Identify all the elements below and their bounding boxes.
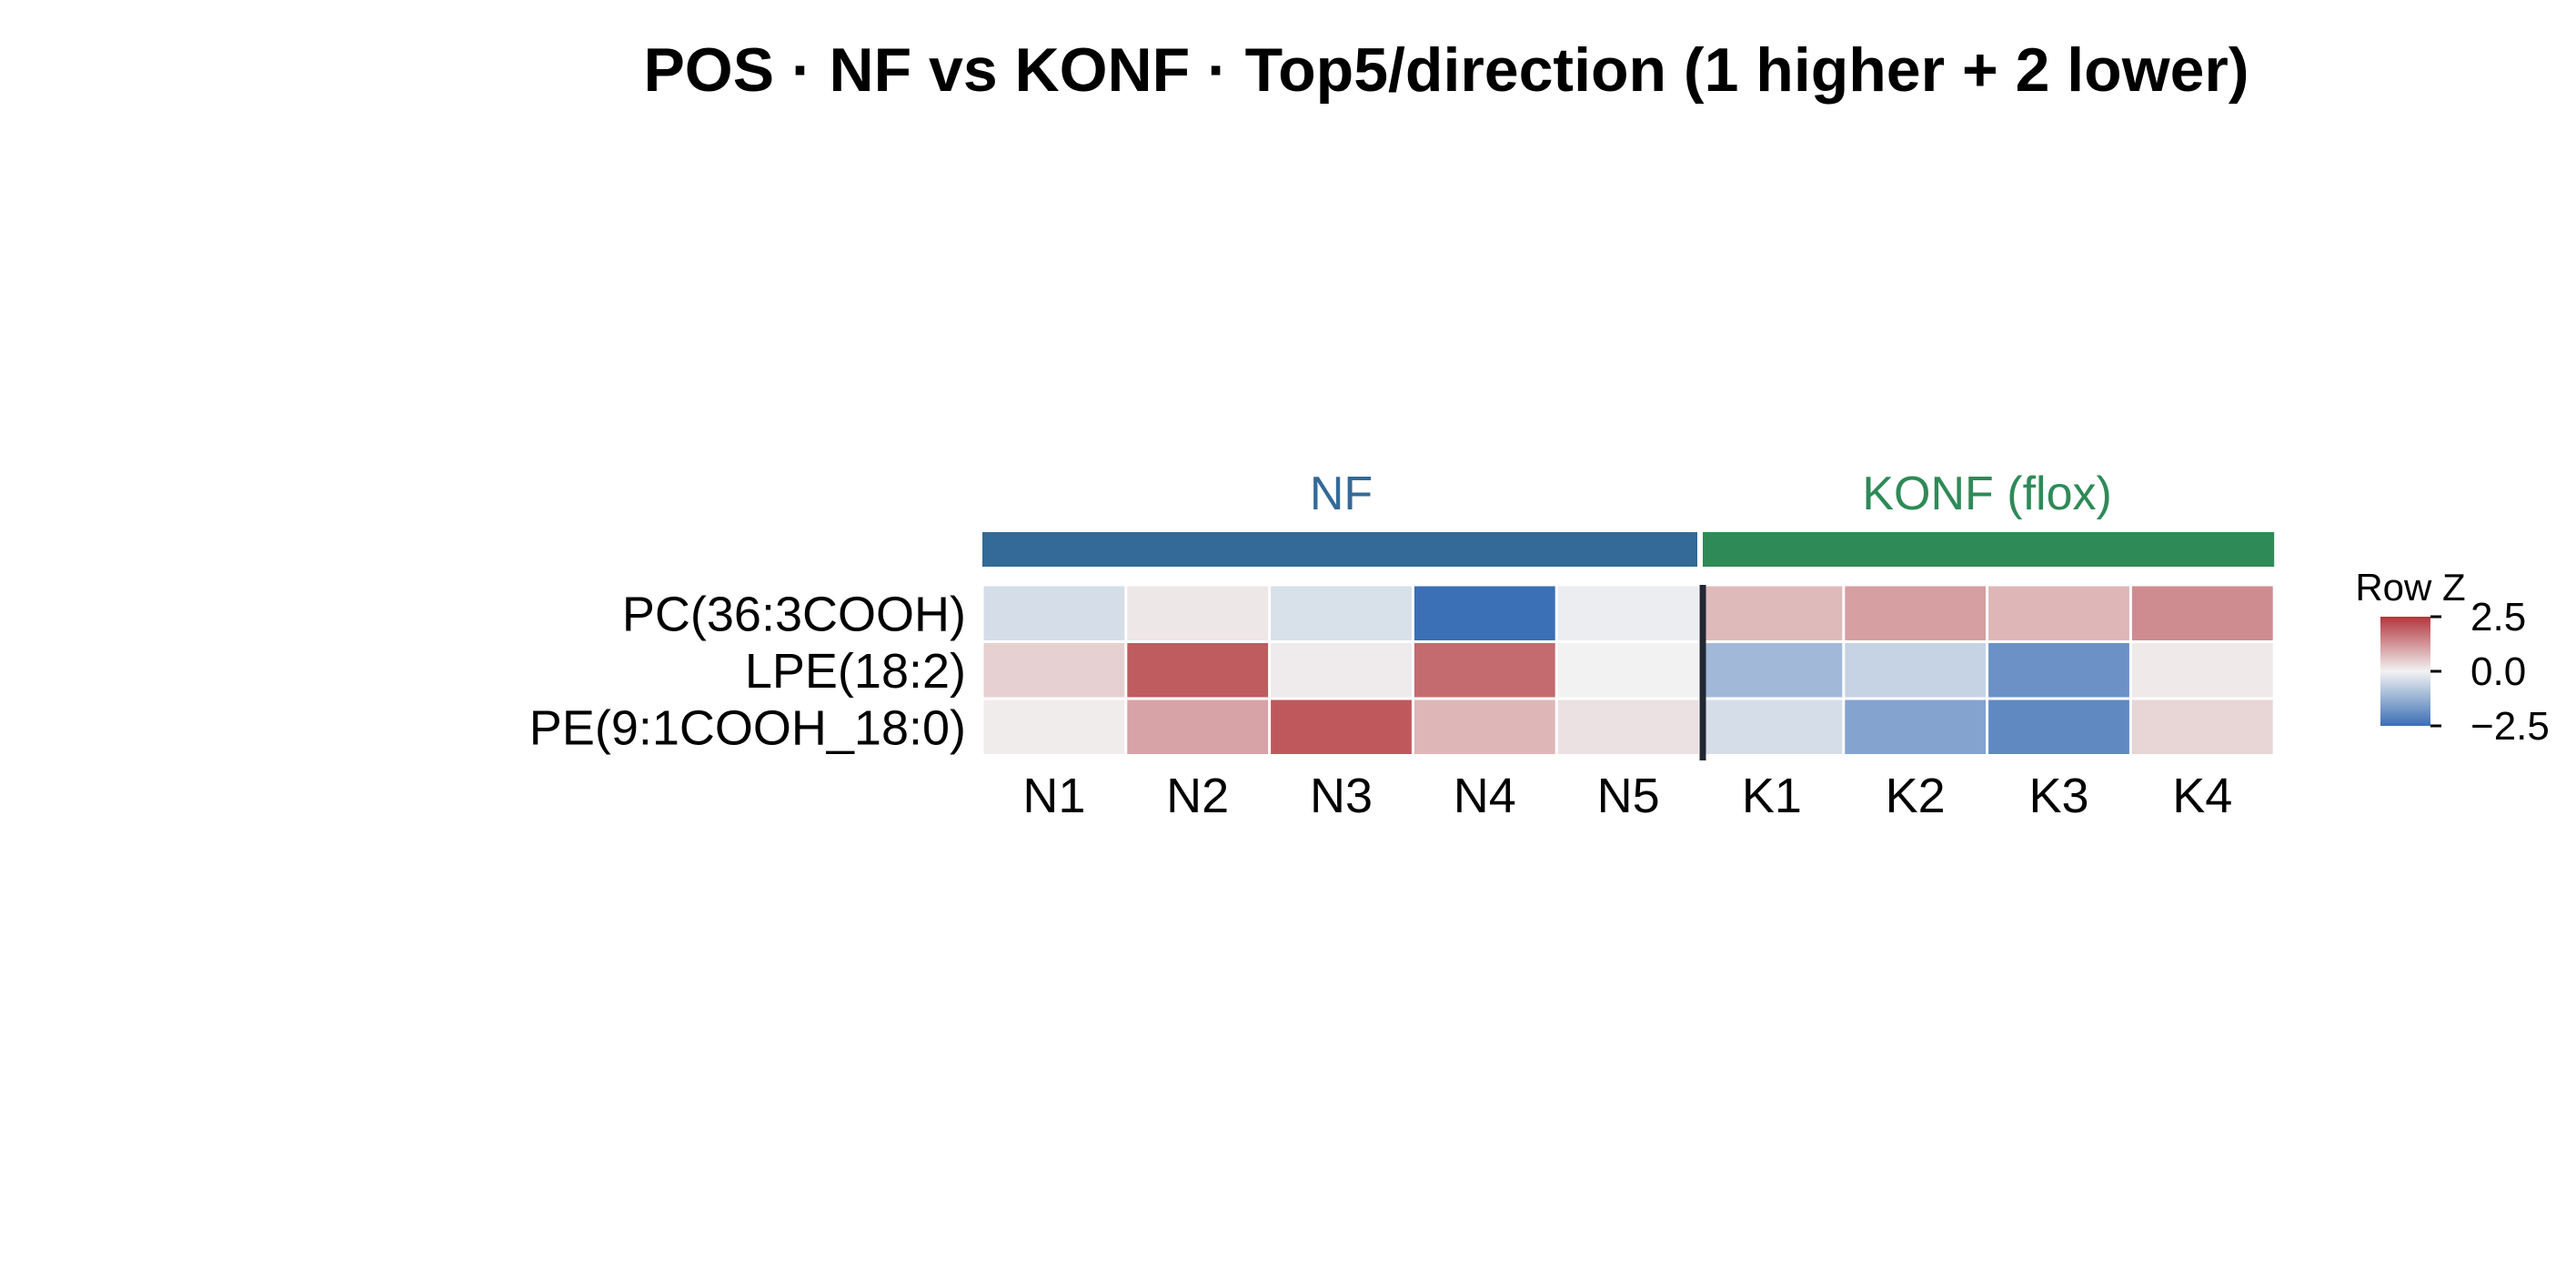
heatmap-cell [1127,643,1269,698]
heatmap-cell [1414,643,1555,698]
heatmap-cell [2131,699,2273,754]
column-label: K4 [2172,769,2232,823]
heatmap-cell [983,699,1125,754]
column-labels: N1 N2 N3 N4 N5 K1 K2 K3 K4 [1022,769,2232,823]
group-label-1: KONF (flox) [1862,468,2111,520]
heatmap-cell [1557,699,1699,754]
heatmap-cell [1414,699,1555,754]
chart-title: POS · NF vs KONF · Top5/direction (1 hig… [643,35,2249,105]
heatmap-cell [1988,643,2129,698]
row-label: LPE(18:2) [745,644,966,699]
heatmap-cells [983,586,2273,754]
row-label: PE(9:1COOH_18:0) [529,700,966,755]
heatmap-cell [1701,643,1843,698]
heatmap-cell [1271,586,1412,640]
heatmap-cell [1557,643,1699,698]
legend-tick-label: 2.5 [2470,595,2526,639]
legend-title: Row Z [2355,566,2465,609]
column-label: N3 [1310,769,1373,823]
color-legend: Row Z 2.5 0.0 −2.5 [2355,566,2550,749]
heatmap-cell [1127,699,1269,754]
group-bar-1 [1703,532,2275,567]
column-label: N2 [1166,769,1229,823]
legend-tick-label: −2.5 [2470,704,2550,749]
column-label: N5 [1597,769,1660,823]
heatmap-cell [1845,586,1987,640]
heatmap-cell [2131,586,2273,640]
heatmap-cell [1845,643,1987,698]
heatmap-cell [1271,699,1412,754]
heatmap-cell [1701,586,1843,640]
legend-colorbar [2380,617,2430,726]
heatmap-cell [983,586,1125,640]
heatmap-cell [1845,699,1987,754]
heatmap-cell [1271,643,1412,698]
row-labels: PC(36:3COOH)LPE(18:2)PE(9:1COOH_18:0) [529,587,966,755]
column-label: K3 [2028,769,2088,823]
column-label: K2 [1886,769,1946,823]
heatmap-cell [1988,699,2129,754]
column-label: K1 [1742,769,1802,823]
heatmap-cell [1414,586,1555,640]
legend-ticks: 2.5 0.0 −2.5 [2430,595,2550,749]
group-annotation-bar: NF KONF (flox) [982,468,2275,567]
group-label-0: NF [1310,468,1373,520]
heatmap-cell [983,643,1125,698]
heatmap-cell [1127,586,1269,640]
heatmap-cell [1988,586,2129,640]
legend-tick-label: 0.0 [2470,649,2526,694]
heatmap-cell [2131,643,2273,698]
column-label: N1 [1022,769,1085,823]
heatmap-cell [1701,699,1843,754]
heatmap-cell [1557,586,1699,640]
group-bar-0 [982,532,1697,567]
row-label: PC(36:3COOH) [622,587,966,641]
column-label: N4 [1454,769,1516,823]
